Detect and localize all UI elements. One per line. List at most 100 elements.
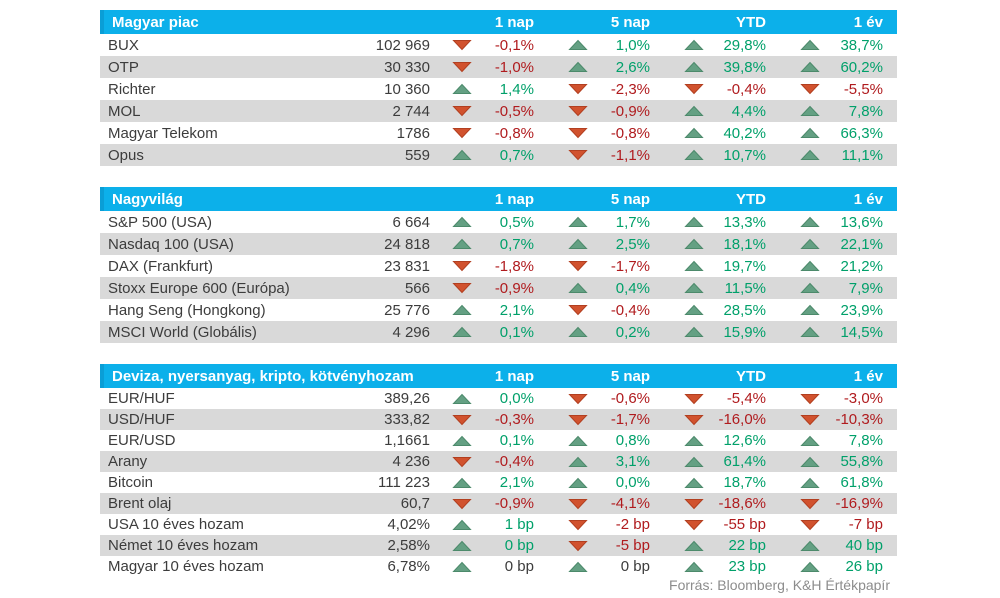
instrument-value: 102 969 [375,36,430,54]
instrument-value: 4 296 [392,323,430,341]
column-header-5-nap: 5 nap [610,13,650,31]
trend-up-icon [452,238,472,249]
change-cell: -0,4% [664,81,780,98]
change-cell: -5 bp [548,537,664,554]
instrument-name: Stoxx Europe 600 (Európa) [108,279,290,297]
change-cell: 28,5% [664,302,780,319]
change-value: 13,3% [723,213,766,231]
change-cell: 18,7% [664,474,780,491]
trend-up-icon [684,282,704,293]
change-cell: -5,4% [664,390,780,407]
table-row: Hang Seng (Hongkong) 25 776 2,1% -0,4% 28,5%… [100,299,897,321]
change-value: 0,0% [499,390,534,407]
table-row: MSCI World (Globális) 4 296 0,1% 0,2% 15,9% 1… [100,321,897,343]
table-row: Opus 559 0,7% -1,1% 10,7% 11,1% [100,144,897,166]
trend-up-icon [684,149,704,160]
trend-up-icon [684,540,704,551]
table-row: Arany 4 236 -0,4% 3,1% 61,4% 55,8% [100,451,897,472]
change-value: 26 bp [845,558,883,575]
trend-up-icon [800,456,820,467]
change-value: -18,6% [718,495,766,512]
instrument-name: S&P 500 (USA) [108,213,212,231]
change-value: 40,2% [723,124,766,142]
change-cell: -0,4% [548,302,664,319]
change-value: -1,0% [494,58,534,76]
source-note: Forrás: Bloomberg, K&H Értékpapír [669,577,890,593]
trend-down-icon [568,393,588,404]
change-cell: 61,8% [780,474,897,491]
change-cell: 2,1% [432,474,548,491]
trend-up-icon [800,540,820,551]
trend-up-icon [568,39,588,50]
trend-up-icon [800,149,820,160]
trend-up-icon [452,83,472,94]
instrument-name: Nasdaq 100 (USA) [108,235,234,253]
trend-down-icon [568,305,588,316]
change-value: 61,8% [840,474,883,491]
change-cell: 40 bp [780,537,897,554]
change-cell: 14,5% [780,324,897,341]
change-value: -3,0% [843,390,883,407]
change-value: 61,4% [723,453,766,470]
trend-up-icon [452,326,472,337]
instrument-value: 2,58% [387,537,430,554]
change-cell: 0,0% [432,390,548,407]
sections-container: Magyar piac 1 nap 5 nap YTD 1 év BUX 102 969 -0… [100,10,897,577]
trend-down-icon [568,128,588,139]
change-cell: 23 bp [664,558,780,575]
table-row: Magyar 10 éves hozam 6,78% 0 bp 0 bp 23 bp 26… [100,556,897,577]
table-row: Stoxx Europe 600 (Európa) 566 -0,9% 0,4% 11,… [100,277,897,299]
change-cell: 0,1% [432,432,548,449]
change-value: -5,4% [726,390,766,407]
instrument-name: USD/HUF [108,411,175,428]
change-cell: 0,4% [548,280,664,297]
trend-up-icon [800,326,820,337]
change-cell: 26 bp [780,558,897,575]
trend-up-icon [568,238,588,249]
change-cell: -2,3% [548,81,664,98]
trend-down-icon [452,456,472,467]
change-value: 1,0% [615,36,650,54]
trend-up-icon [568,477,588,488]
trend-up-icon [684,127,704,138]
trend-down-icon [684,414,704,425]
trend-down-icon [568,150,588,161]
change-cell: -1,1% [548,147,664,164]
change-value: 4,4% [731,102,766,120]
trend-up-icon [800,127,820,138]
change-cell: 60,2% [780,59,897,76]
instrument-value: 24 818 [384,235,430,253]
change-cell: 0,1% [432,324,548,341]
table-row: MOL 2 744 -0,5% -0,9% 4,4% 7,8% [100,100,897,122]
trend-up-icon [452,477,472,488]
table-row: DAX (Frankfurt) 23 831 -1,8% -1,7% 19,7% 21,2… [100,255,897,277]
change-value: -1,7% [610,411,650,428]
change-value: -2,3% [610,80,650,98]
change-cell: 29,8% [664,37,780,54]
change-cell: 4,4% [664,103,780,120]
table-row: OTP 30 330 -1,0% 2,6% 39,8% 60,2% [100,56,897,78]
change-cell: -0,5% [432,103,548,120]
change-value: 0 bp [504,537,534,554]
change-cell: -0,6% [548,390,664,407]
instrument-name: Brent olaj [108,495,172,512]
change-cell: -1,7% [548,258,664,275]
instrument-name: Richter [108,80,156,98]
change-cell: -0,8% [548,125,664,142]
change-value: -10,3% [835,411,883,428]
change-cell: 22,1% [780,236,897,253]
table-row: EUR/USD 1,1661 0,1% 0,8% 12,6% 7,8% [100,430,897,451]
instrument-value: 30 330 [384,58,430,76]
instrument-name: DAX (Frankfurt) [108,257,214,275]
change-cell: 11,5% [664,280,780,297]
change-cell: -0,9% [432,495,548,512]
change-value: 39,8% [723,58,766,76]
trend-down-icon [452,106,472,117]
instrument-name: Opus [108,146,144,164]
table-row: EUR/HUF 389,26 0,0% -0,6% -5,4% -3,0% [100,388,897,409]
trend-up-icon [568,216,588,227]
trend-up-icon [568,456,588,467]
change-value: 3,1% [615,453,650,470]
change-cell: 0 bp [548,558,664,575]
change-cell: 2,5% [548,236,664,253]
